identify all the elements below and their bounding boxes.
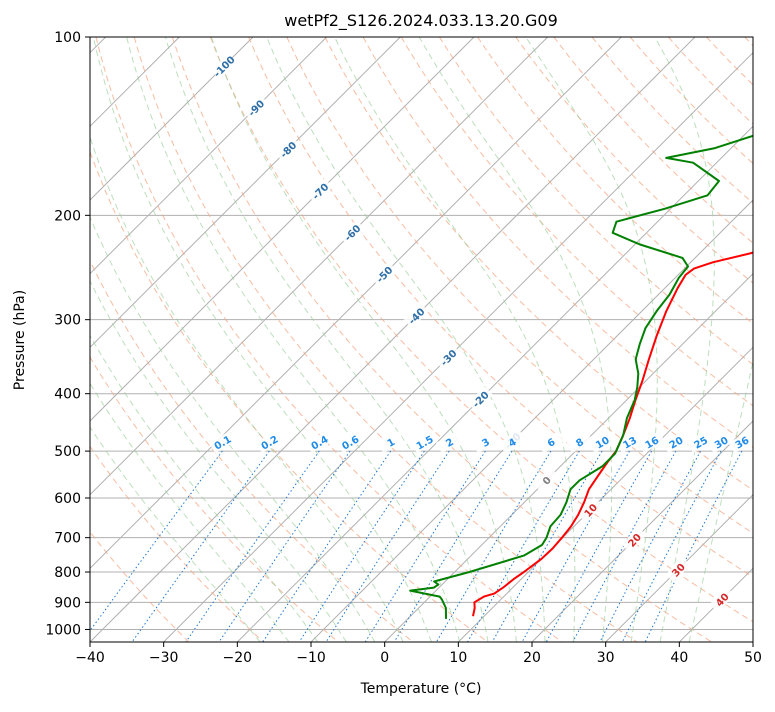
y-tick-label: 1000	[45, 622, 81, 638]
y-tick-label: 500	[54, 444, 81, 460]
chart-title: wetPf2_S126.2024.033.13.20.G09	[284, 11, 558, 31]
x-tick-label: −30	[149, 650, 179, 666]
x-tick-label: −20	[223, 650, 253, 666]
y-tick-label: 700	[54, 531, 81, 547]
x-tick-label: −10	[296, 650, 326, 666]
y-tick-label: 300	[54, 313, 81, 329]
y-axis-label: Pressure (hPa)	[12, 290, 28, 390]
y-tick-label: 800	[54, 565, 81, 581]
y-tick-label: 900	[54, 595, 81, 611]
x-tick-label: 50	[744, 650, 762, 666]
x-tick-label: −40	[75, 650, 105, 666]
x-tick-label: 40	[670, 650, 688, 666]
x-tick-label: 10	[449, 650, 467, 666]
y-tick-label: 200	[54, 208, 81, 224]
y-tick-label: 400	[54, 387, 81, 403]
x-tick-label: 30	[597, 650, 615, 666]
x-tick-label: 0	[380, 650, 389, 666]
x-axis-label: Temperature (°C)	[360, 681, 482, 697]
y-tick-label: 100	[54, 30, 81, 46]
y-tick-label: 600	[54, 491, 81, 507]
x-tick-label: 20	[523, 650, 541, 666]
